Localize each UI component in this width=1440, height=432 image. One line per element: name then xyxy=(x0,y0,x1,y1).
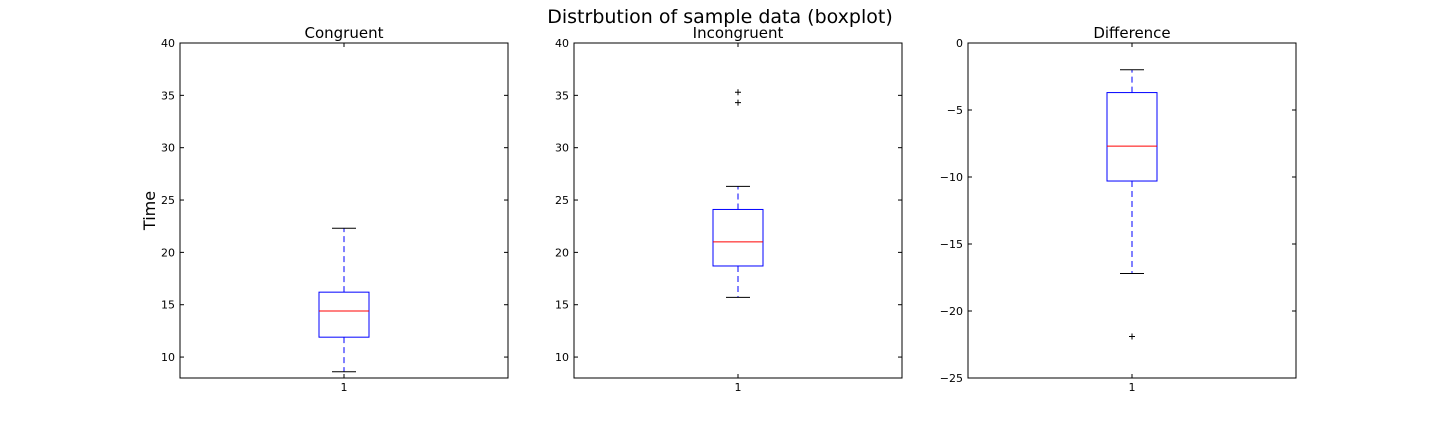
y-tick-label: 25 xyxy=(555,194,569,207)
iqr-box xyxy=(1106,92,1158,182)
iqr-box xyxy=(318,291,370,338)
y-tick-label: 15 xyxy=(161,299,175,312)
outlier-point xyxy=(1129,333,1135,340)
plot-frame xyxy=(179,42,509,379)
y-tick-label: 10 xyxy=(161,351,175,364)
y-tick-label: 0 xyxy=(956,37,963,50)
x-tick-label: 1 xyxy=(341,381,348,394)
subplot-title: Difference xyxy=(1093,24,1170,42)
y-tick-label: −10 xyxy=(940,171,963,184)
y-tick-label: 20 xyxy=(555,246,569,259)
y-tick-label: 30 xyxy=(555,142,569,155)
subplot-title: Congruent xyxy=(305,24,384,42)
y-tick-label: −15 xyxy=(940,238,963,251)
y-tick-label: 25 xyxy=(161,194,175,207)
y-tick-label: 40 xyxy=(555,37,569,50)
figure-title: Distrbution of sample data (boxplot) xyxy=(547,6,893,28)
y-tick-label: 20 xyxy=(161,246,175,259)
y-tick-label: 10 xyxy=(555,351,569,364)
x-tick-label: 1 xyxy=(1129,381,1136,394)
y-tick-label: 15 xyxy=(555,299,569,312)
x-tick-label: 1 xyxy=(735,381,742,394)
plot-frame xyxy=(967,42,1297,379)
y-tick-label: −5 xyxy=(947,104,963,117)
y-tick-label: 35 xyxy=(161,89,175,102)
outlier-point xyxy=(735,99,741,106)
outlier-point xyxy=(735,89,741,96)
y-tick-label: −25 xyxy=(940,372,963,385)
y-tick-label: −20 xyxy=(940,305,963,318)
y-tick-label: 40 xyxy=(161,37,175,50)
y-tick-label: 30 xyxy=(161,142,175,155)
y-tick-label: 35 xyxy=(555,89,569,102)
iqr-box xyxy=(712,208,764,267)
y-axis-label: Time xyxy=(140,191,159,231)
subplot-title: Incongruent xyxy=(693,24,784,42)
